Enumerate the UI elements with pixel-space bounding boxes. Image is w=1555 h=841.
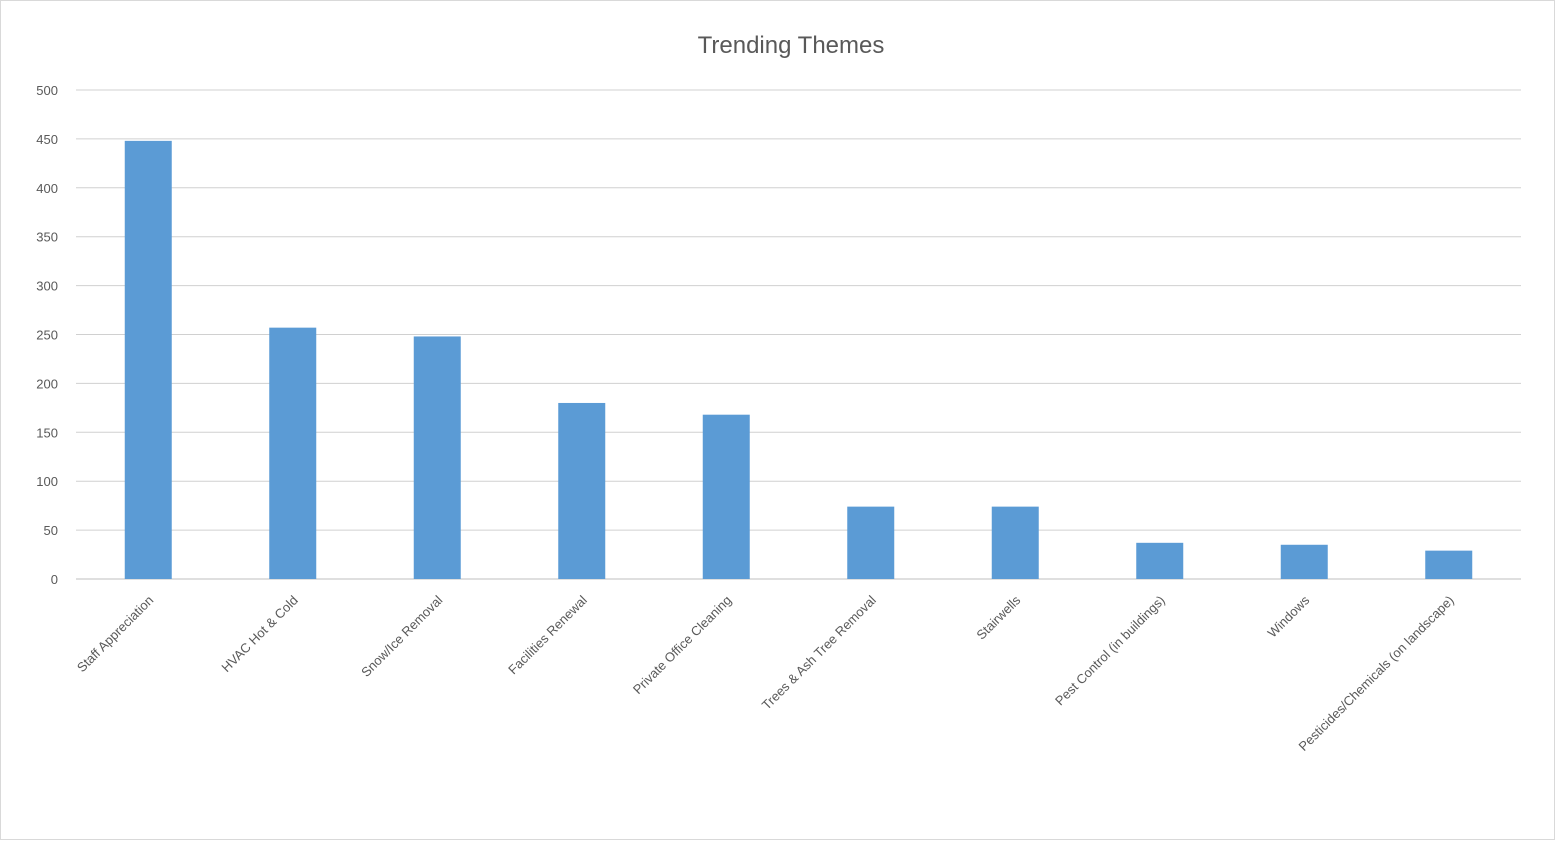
- y-tick-label: 150: [36, 425, 58, 440]
- y-tick-label: 300: [36, 279, 58, 294]
- y-tick-label: 350: [36, 230, 58, 245]
- bar: [1425, 550, 1473, 579]
- bar: [991, 506, 1039, 579]
- x-category-label: Pest Control (in buildings): [1052, 593, 1168, 709]
- bar: [1280, 544, 1328, 579]
- y-tick-label: 100: [36, 474, 58, 489]
- x-category-label: Staff Appreciation: [74, 593, 156, 675]
- bar: [558, 402, 606, 579]
- x-category-label: Windows: [1264, 592, 1312, 640]
- y-tick-label: 500: [36, 83, 58, 98]
- y-tick-label: 50: [44, 523, 58, 538]
- bar: [847, 506, 895, 579]
- y-tick-label: 450: [36, 132, 58, 147]
- bar: [124, 140, 172, 579]
- x-category-label: Pesticides/Chemicals (on landscape): [1296, 593, 1457, 754]
- x-category-label: Snow/Ice Removal: [358, 592, 445, 679]
- y-tick-label: 250: [36, 328, 58, 343]
- x-category-label: HVAC Hot & Cold: [218, 593, 300, 675]
- y-tick-label: 200: [36, 376, 58, 391]
- gridlines: [76, 89, 1521, 580]
- bar: [702, 414, 750, 579]
- y-tick-label: 400: [36, 181, 58, 196]
- y-axis-tick-labels: 0 50 100 150 200 250 300 350 400 450 500: [36, 83, 58, 587]
- bar: [269, 327, 317, 579]
- x-category-label: Facilities Renewal: [505, 592, 590, 677]
- bar: [1136, 542, 1184, 579]
- chart-title: Trending Themes: [698, 32, 885, 59]
- x-axis-category-labels: Staff Appreciation HVAC Hot & Cold Snow/Ic…: [74, 592, 1457, 754]
- bars: [124, 140, 1473, 579]
- x-category-label: Trees & Ash Tree Removal: [759, 592, 879, 712]
- x-category-label: Private Office Cleaning: [630, 593, 734, 697]
- bar: [413, 336, 461, 579]
- x-category-label: Stairwells: [973, 592, 1023, 642]
- y-tick-label: 0: [51, 572, 58, 587]
